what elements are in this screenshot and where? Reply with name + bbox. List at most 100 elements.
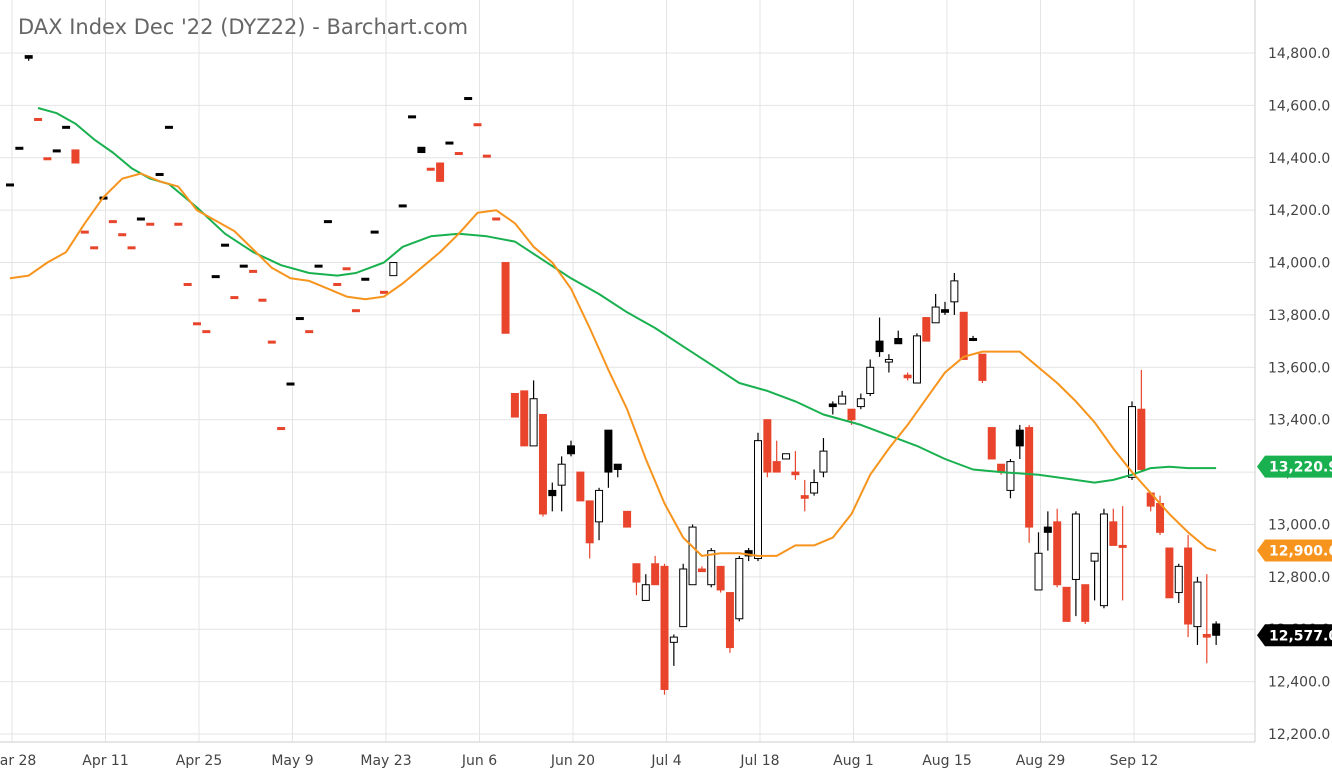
candle-body bbox=[557, 463, 566, 486]
candle-body bbox=[707, 550, 716, 586]
candle-body bbox=[538, 413, 547, 515]
candle-body bbox=[127, 246, 136, 250]
candle bbox=[389, 262, 398, 277]
candle bbox=[258, 298, 267, 302]
candle bbox=[351, 309, 360, 313]
candle bbox=[164, 125, 173, 129]
candle-body bbox=[258, 298, 267, 302]
candle bbox=[1071, 511, 1080, 617]
candle bbox=[669, 634, 678, 666]
candle bbox=[557, 456, 566, 512]
candle-body bbox=[1099, 513, 1108, 607]
candle bbox=[903, 372, 912, 381]
x-tick-label: Jun 6 bbox=[461, 753, 497, 769]
candle-body bbox=[660, 565, 669, 690]
candle bbox=[333, 282, 342, 286]
price-badges: 13,220.9 12,900.6 12,577.0 bbox=[1257, 455, 1332, 647]
candle-body bbox=[828, 403, 837, 408]
candle-body bbox=[1053, 521, 1062, 586]
candle-body bbox=[641, 584, 650, 601]
y-tick-label: 13,000.0 bbox=[1268, 517, 1330, 533]
candle-body bbox=[62, 125, 71, 129]
price-badge: 12,577.0 bbox=[1257, 624, 1332, 647]
candle bbox=[1137, 369, 1146, 473]
candle-body bbox=[211, 275, 220, 279]
candle-body bbox=[473, 123, 482, 127]
candle-body bbox=[426, 167, 435, 171]
candle-body bbox=[108, 220, 117, 224]
candle-body bbox=[604, 429, 613, 473]
candle bbox=[567, 440, 575, 457]
x-tick-label: Jul 4 bbox=[650, 753, 681, 769]
candle bbox=[445, 141, 454, 145]
candle-body bbox=[34, 117, 43, 121]
candle bbox=[819, 438, 828, 478]
candle-body bbox=[651, 563, 660, 586]
candle-body bbox=[323, 220, 332, 224]
y-tick-label: 12,800.0 bbox=[1268, 570, 1330, 586]
candle bbox=[735, 555, 744, 622]
x-tick-label: May 23 bbox=[360, 753, 411, 769]
candle-body bbox=[71, 149, 80, 164]
candle-body bbox=[333, 282, 342, 286]
candle-body bbox=[613, 463, 622, 470]
candle bbox=[884, 354, 893, 373]
candle-body bbox=[193, 322, 201, 326]
candle-body bbox=[791, 471, 800, 476]
price-badge: 13,220.9 bbox=[1257, 455, 1332, 478]
candle bbox=[1174, 563, 1183, 604]
candle bbox=[52, 149, 61, 153]
candle bbox=[6, 183, 14, 187]
candle-body bbox=[267, 340, 276, 344]
candle-body bbox=[380, 290, 388, 294]
candle-body bbox=[305, 330, 314, 334]
candle bbox=[1090, 552, 1099, 601]
candle bbox=[800, 479, 809, 512]
candle-body bbox=[1184, 547, 1193, 625]
candle-body bbox=[548, 489, 557, 497]
candle-body bbox=[80, 230, 89, 234]
candle-body bbox=[1081, 584, 1090, 622]
candle-body bbox=[912, 335, 921, 384]
candle bbox=[193, 322, 201, 326]
candle bbox=[1043, 511, 1052, 551]
candle-body bbox=[782, 453, 791, 460]
candle bbox=[660, 563, 669, 695]
moving-average-line bbox=[9, 172, 1217, 557]
candle bbox=[1212, 621, 1221, 645]
candle bbox=[408, 115, 417, 119]
candle bbox=[80, 230, 89, 234]
candle bbox=[1193, 576, 1202, 645]
candle-body bbox=[398, 204, 407, 208]
candle bbox=[959, 311, 968, 360]
candle bbox=[305, 330, 314, 334]
candle-body bbox=[174, 222, 183, 226]
candle bbox=[894, 330, 903, 345]
candle bbox=[436, 162, 445, 182]
candle bbox=[398, 204, 407, 208]
candle bbox=[725, 592, 734, 653]
candle bbox=[1034, 532, 1043, 591]
price-badge-label: 12,900.6 bbox=[1269, 543, 1332, 559]
candle-body bbox=[1034, 552, 1043, 591]
y-tick-label: 14,600.0 bbox=[1268, 98, 1330, 114]
candle-body bbox=[510, 393, 519, 418]
candle-body bbox=[24, 55, 33, 59]
candle-body bbox=[454, 152, 463, 156]
candle-body bbox=[230, 296, 239, 300]
candle-body bbox=[1109, 521, 1118, 546]
candle bbox=[62, 125, 71, 129]
x-tick-label: Aug 15 bbox=[922, 753, 972, 769]
candle bbox=[529, 380, 538, 447]
candle bbox=[1202, 574, 1211, 664]
candle-body bbox=[978, 353, 987, 381]
candle-body bbox=[772, 461, 781, 473]
candle-body bbox=[931, 306, 940, 324]
candle-body bbox=[1137, 408, 1146, 470]
x-tick-label: Jun 20 bbox=[550, 753, 595, 769]
candle bbox=[978, 353, 987, 384]
price-badge-shape bbox=[1257, 624, 1332, 647]
candle-body bbox=[1015, 429, 1024, 447]
candle-body bbox=[482, 154, 491, 158]
candle bbox=[1006, 458, 1015, 499]
